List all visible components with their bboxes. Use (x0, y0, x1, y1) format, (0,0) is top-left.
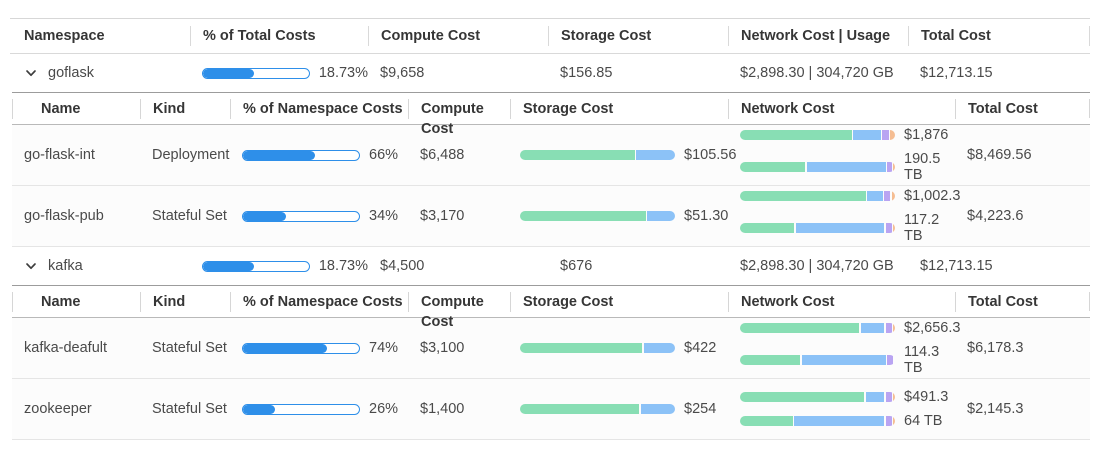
storage-cost-value: $105.56 (684, 147, 737, 163)
namespace-row-goflask[interactable]: goflask 18.73% $9,658 $156.85 $2,898.30 … (10, 54, 1090, 92)
chevron-down-icon[interactable] (24, 66, 38, 80)
namespace-storage-cost: $156.85 (560, 65, 613, 81)
nested-header-row: Name Kind % of Namespace Costs Compute C… (12, 92, 1090, 137)
namespace-row-kafka[interactable]: kafka 18.73% $4,500 $676 $2,898.30 | 304… (10, 247, 1090, 285)
storage-cost-bar (520, 150, 675, 160)
workload-total-cost: $4,223.6 (967, 208, 1024, 224)
nested-header-row: Name Kind % of Namespace Costs Compute C… (12, 285, 1090, 330)
col-header-storage-cost: Storage Cost (510, 291, 728, 312)
col-header-storage-cost: Storage Cost (510, 98, 728, 119)
namespace-label: kafka (48, 258, 83, 274)
namespace-compute-cost: $9,658 (380, 65, 425, 81)
namespace-label: goflask (48, 65, 94, 81)
namespace-compute-cost: $4,500 (380, 258, 425, 274)
network-usage-bar (740, 223, 895, 233)
namespace-costs-progressbar (242, 149, 360, 161)
col-header-name: Name (12, 98, 140, 119)
network-cost-bar (740, 191, 895, 201)
namespace-network-cost-usage: $2,898.30 | 304,720 GB (740, 65, 894, 81)
workload-row-zookeeper: zookeeper Stateful Set 26% $1,400 $254 $… (12, 379, 1090, 440)
namespace-total-cost: $12,713.15 (920, 258, 993, 274)
total-costs-progressbar (202, 67, 310, 79)
col-header-compute-cost: Compute Cost (368, 26, 548, 46)
workload-total-cost: $8,469.56 (967, 147, 1032, 163)
network-cost-value: $1,002.3 (904, 188, 961, 204)
outer-header-row: Namespace % of Total Costs Compute Cost … (10, 19, 1090, 54)
col-header-network-cost-usage: Network Cost | Usage (728, 26, 908, 46)
network-cost-value: $1,876 (904, 127, 949, 143)
network-usage-value: 64 TB (904, 413, 943, 429)
col-header-pct-total-costs: % of Total Costs (190, 26, 368, 46)
network-usage-value: 190.5 TB (904, 151, 941, 183)
workload-kind: Stateful Set (152, 208, 227, 224)
col-header-network-cost: Network Cost (728, 98, 955, 119)
network-usage-value: 114.3 TB (904, 344, 940, 376)
workload-kind: Stateful Set (152, 401, 227, 417)
workload-name: kafka-deafult (24, 340, 108, 356)
network-usage-bar (740, 355, 895, 365)
storage-cost-bar (520, 211, 675, 221)
network-cost-bar (740, 130, 895, 140)
namespace-network-cost-usage: $2,898.30 | 304,720 GB (740, 258, 894, 274)
workload-name: zookeeper (24, 401, 92, 417)
col-header-namespace: Namespace (24, 28, 105, 44)
workloads-table-kafka: Name Kind % of Namespace Costs Compute C… (12, 285, 1090, 440)
namespace-costs-percent: 74% (369, 340, 399, 356)
col-header-total-cost: Total Cost (908, 26, 1090, 46)
col-header-network-cost: Network Cost (728, 291, 955, 312)
namespace-costs-percent: 26% (369, 401, 399, 417)
workload-compute-cost: $3,100 (420, 340, 465, 356)
workload-compute-cost: $1,400 (420, 401, 465, 417)
namespace-costs-progressbar (242, 403, 360, 415)
namespace-costs-percent: 66% (369, 147, 399, 163)
workload-kind: Stateful Set (152, 340, 227, 356)
workload-total-cost: $2,145.3 (967, 401, 1024, 417)
cost-breakdown-table: Namespace % of Total Costs Compute Cost … (10, 18, 1090, 440)
workload-name: go-flask-pub (24, 208, 104, 224)
total-costs-progressbar (202, 260, 310, 272)
workloads-table-goflask: Name Kind % of Namespace Costs Compute C… (12, 92, 1090, 247)
col-header-kind: Kind (140, 98, 230, 119)
workload-compute-cost: $3,170 (420, 208, 465, 224)
col-header-pct-namespace-costs: % of Namespace Costs (230, 98, 408, 119)
workload-row-go-flask-int: go-flask-int Deployment 66% $6,488 $105.… (12, 125, 1090, 186)
storage-cost-bar (520, 343, 675, 353)
col-header-storage-cost: Storage Cost (548, 26, 728, 46)
network-cost-value: $491.3 (904, 389, 949, 405)
col-header-pct-namespace-costs: % of Namespace Costs (230, 291, 408, 312)
storage-cost-value: $422 (684, 340, 717, 356)
storage-cost-bar (520, 404, 675, 414)
col-header-total-cost: Total Cost (955, 98, 1090, 119)
storage-cost-value: $254 (684, 401, 717, 417)
namespace-costs-progressbar (242, 342, 360, 354)
namespace-costs-progressbar (242, 210, 360, 222)
namespace-total-cost: $12,713.15 (920, 65, 993, 81)
storage-cost-value: $51.30 (684, 208, 729, 224)
network-cost-bar (740, 392, 895, 402)
col-header-kind: Kind (140, 291, 230, 312)
workload-total-cost: $6,178.3 (967, 340, 1024, 356)
total-costs-percent: 18.73% (318, 65, 368, 81)
network-usage-value: 117.2 TB (904, 212, 940, 244)
workload-name: go-flask-int (24, 147, 95, 163)
network-cost-value: $2,656.3 (904, 320, 961, 336)
col-header-name: Name (12, 291, 140, 312)
network-usage-bar (740, 416, 895, 426)
col-header-compute-cost: Compute Cost (408, 98, 510, 137)
workload-kind: Deployment (152, 147, 230, 163)
total-costs-percent: 18.73% (318, 258, 368, 274)
workload-compute-cost: $6,488 (420, 147, 465, 163)
col-header-compute-cost: Compute Cost (408, 291, 510, 330)
workload-row-kafka-deafult: kafka-deafult Stateful Set 74% $3,100 $4… (12, 318, 1090, 379)
chevron-down-icon[interactable] (24, 259, 38, 273)
namespace-costs-percent: 34% (369, 208, 399, 224)
network-cost-bar (740, 323, 895, 333)
col-header-total-cost: Total Cost (955, 291, 1090, 312)
network-usage-bar (740, 162, 895, 172)
workload-row-go-flask-pub: go-flask-pub Stateful Set 34% $3,170 $51… (12, 186, 1090, 247)
namespace-storage-cost: $676 (560, 258, 593, 274)
